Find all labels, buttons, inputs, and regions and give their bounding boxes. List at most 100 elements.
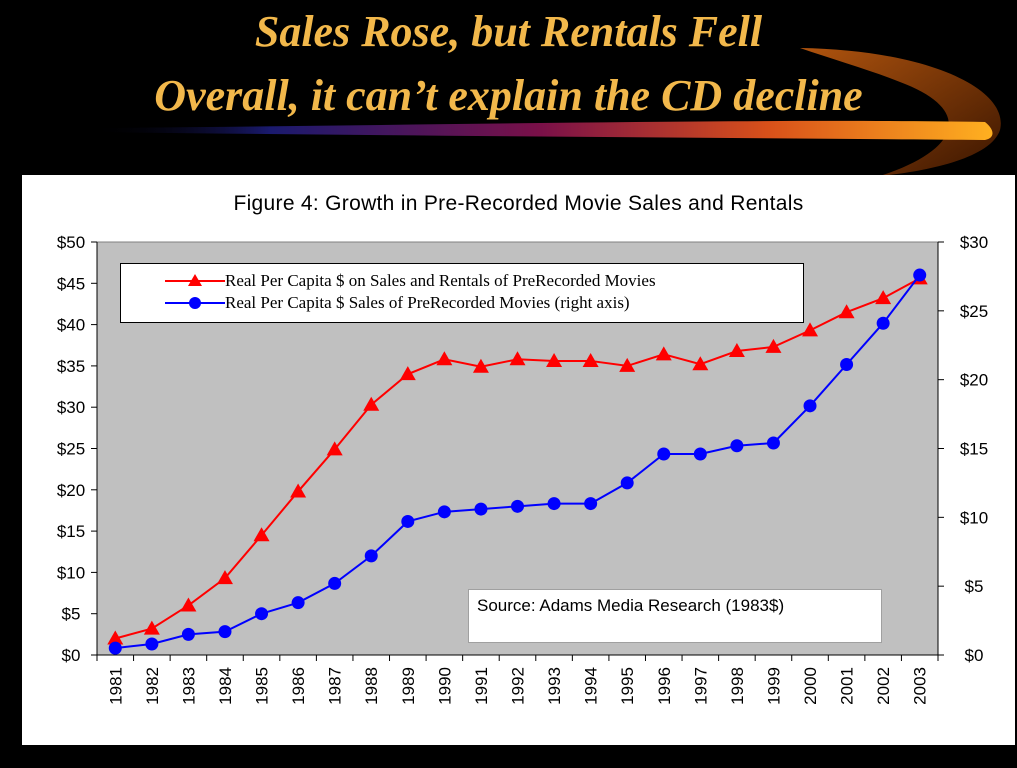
x-tick-label: 1983 xyxy=(179,667,198,705)
source-annotation: Source: Adams Media Research (1983$) xyxy=(468,589,882,643)
data-point-circle xyxy=(181,627,195,641)
x-tick-label: 1993 xyxy=(545,667,564,705)
legend-entry-total: Real Per Capita $ on Sales and Rentals o… xyxy=(121,270,801,292)
y-left-tick-label: $5 xyxy=(62,605,81,624)
data-point-circle xyxy=(547,497,561,511)
x-tick-label: 1994 xyxy=(582,667,601,705)
x-tick-label: 1998 xyxy=(728,667,747,705)
x-tick-label: 1992 xyxy=(509,667,528,705)
data-point-triangle xyxy=(290,483,307,498)
x-tick-label: 1995 xyxy=(618,667,637,705)
data-point-triangle xyxy=(546,352,563,367)
data-point-triangle xyxy=(216,570,233,585)
slide-title: Sales Rose, but Rentals Fell Overall, it… xyxy=(0,0,1017,128)
y-right-tick-label: $10 xyxy=(960,508,988,527)
x-tick-label: 1982 xyxy=(143,667,162,705)
data-point-circle xyxy=(730,439,744,453)
y-left-tick-label: $15 xyxy=(57,522,85,541)
data-point-circle xyxy=(255,607,269,621)
legend-label-total: Real Per Capita $ on Sales and Rentals o… xyxy=(225,271,656,290)
data-point-triangle xyxy=(875,290,892,305)
x-tick-label: 1989 xyxy=(399,667,418,705)
x-tick-label: 1981 xyxy=(106,667,125,705)
x-tick-label: 1991 xyxy=(472,667,491,705)
x-tick-label: 1986 xyxy=(289,667,308,705)
x-tick-label: 2002 xyxy=(874,667,893,705)
data-point-circle xyxy=(913,268,927,282)
x-tick-label: 1987 xyxy=(326,667,345,705)
data-point-circle xyxy=(291,596,305,610)
data-point-triangle xyxy=(180,597,197,612)
x-tick-label: 2003 xyxy=(911,667,930,705)
data-point-circle xyxy=(145,637,159,651)
chart-panel: Figure 4: Growth in Pre-Recorded Movie S… xyxy=(22,175,1015,745)
data-point-triangle xyxy=(472,358,489,373)
data-point-triangle xyxy=(655,346,672,361)
x-tick-label: 1999 xyxy=(764,667,783,705)
y-left-tick-label: $0 xyxy=(62,646,81,665)
data-point-circle xyxy=(584,497,598,511)
x-tick-label: 1996 xyxy=(655,667,674,705)
data-point-circle xyxy=(401,514,415,528)
data-point-triangle xyxy=(363,396,380,411)
y-left-tick-label: $20 xyxy=(57,481,85,500)
data-point-triangle xyxy=(802,322,819,337)
y-right-tick-label: $5 xyxy=(965,577,984,596)
x-tick-label: 2000 xyxy=(801,667,820,705)
x-tick-label: 1984 xyxy=(216,667,235,705)
slide-title-line-1: Sales Rose, but Rentals Fell xyxy=(254,7,763,56)
y-left-tick-label: $40 xyxy=(57,316,85,335)
y-right-tick-label: $30 xyxy=(960,233,988,252)
y-right-tick-label: $20 xyxy=(960,371,988,390)
legend-entry-sales: Real Per Capita $ Sales of PreRecorded M… xyxy=(121,292,801,314)
y-left-tick-label: $35 xyxy=(57,357,85,376)
data-point-triangle xyxy=(326,441,343,456)
source-text: Source: Adams Media Research (1983$) xyxy=(477,596,785,615)
data-point-circle xyxy=(218,625,232,639)
y-left-tick-label: $50 xyxy=(57,233,85,252)
data-point-circle xyxy=(620,476,634,490)
data-point-triangle xyxy=(436,351,453,366)
data-point-triangle xyxy=(107,630,124,645)
y-left-tick-label: $25 xyxy=(57,440,85,459)
legend-swatch-circle xyxy=(165,297,225,309)
y-right-tick-label: $0 xyxy=(965,646,984,665)
data-point-triangle xyxy=(765,338,782,353)
y-left-tick-label: $45 xyxy=(57,274,85,293)
data-point-triangle xyxy=(692,356,709,371)
data-point-circle xyxy=(328,576,342,590)
x-tick-label: 1990 xyxy=(435,667,454,705)
data-point-circle xyxy=(437,505,451,519)
data-point-triangle xyxy=(619,357,636,372)
data-point-circle xyxy=(364,549,378,563)
data-point-triangle xyxy=(582,352,599,367)
decorative-swoosh xyxy=(90,48,1001,176)
data-point-circle xyxy=(657,447,671,461)
x-tick-label: 1988 xyxy=(362,667,381,705)
x-tick-label: 2001 xyxy=(838,667,857,705)
data-point-circle xyxy=(840,358,854,372)
y-left-tick-label: $10 xyxy=(57,563,85,582)
x-tick-label: 1997 xyxy=(691,667,710,705)
legend-label-sales: Real Per Capita $ Sales of PreRecorded M… xyxy=(225,293,630,312)
chart-legend: Real Per Capita $ on Sales and Rentals o… xyxy=(120,263,804,323)
data-point-circle xyxy=(511,499,524,513)
y-right-tick-label: $15 xyxy=(960,440,988,459)
data-point-circle xyxy=(766,436,780,450)
data-point-triangle xyxy=(399,366,416,381)
data-point-triangle xyxy=(838,304,855,319)
data-point-triangle xyxy=(728,343,745,358)
legend-swatch-triangle xyxy=(165,274,225,286)
data-point-circle xyxy=(876,316,890,330)
data-point-triangle xyxy=(143,620,160,635)
data-point-circle xyxy=(108,641,122,655)
data-point-circle xyxy=(693,447,707,461)
y-left-tick-label: $30 xyxy=(57,398,85,417)
data-point-triangle xyxy=(509,351,526,366)
data-point-circle xyxy=(474,502,488,516)
line-chart: $0 $5 $10 $15 $20 $25 $30 $35 $40 $45 $50 $0 $5 $10 $1… xyxy=(57,233,988,705)
x-tick-label: 1985 xyxy=(253,667,272,705)
data-point-triangle xyxy=(253,527,270,542)
slide-title-line-2: Overall, it can’t explain the CD decline xyxy=(154,71,863,120)
chart-title: Figure 4: Growth in Pre-Recorded Movie S… xyxy=(233,192,804,215)
